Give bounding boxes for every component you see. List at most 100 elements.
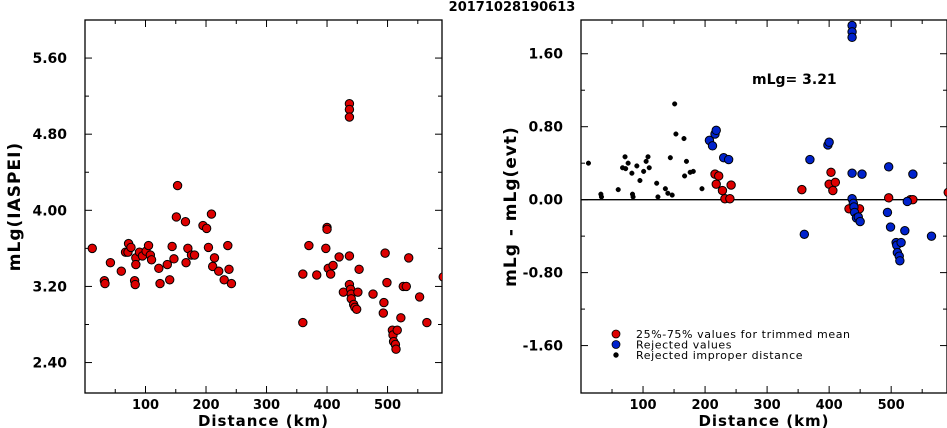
data-point: [167, 241, 177, 252]
data-point: [717, 185, 728, 196]
data-point: [201, 223, 212, 234]
data-point: [826, 167, 836, 178]
data-point: [105, 257, 116, 268]
data-point: [189, 250, 200, 260]
data-point: [298, 317, 308, 328]
data-point: [155, 278, 165, 289]
data-point: [172, 180, 183, 191]
data-point: [943, 187, 947, 197]
rejected-value-point: [902, 196, 912, 207]
legend-label: Rejected improper distance: [636, 349, 803, 362]
rejected-distance-point: [682, 173, 688, 179]
data-point: [171, 212, 182, 222]
data-point: [207, 261, 218, 272]
data-point: [304, 240, 314, 251]
data-point: [422, 317, 432, 328]
data-point: [404, 253, 414, 263]
data-point: [344, 251, 355, 261]
data-point: [396, 313, 406, 323]
rejected-distance-point: [646, 165, 652, 171]
rejected-distance-point: [585, 160, 591, 166]
rejected-distance-point: [598, 194, 605, 200]
x-tick-label: 100: [132, 398, 159, 413]
y-tick-label: -1.60: [523, 339, 564, 355]
data-point: [344, 112, 355, 122]
legend-label: Rejected values: [636, 339, 732, 352]
rejected-distance-point: [622, 154, 628, 160]
data-point: [219, 275, 229, 285]
rejected-distance-point: [630, 194, 636, 200]
rejected-distance-point: [654, 180, 660, 186]
rejected-distance-point: [673, 131, 679, 137]
x-tick-label: 500: [374, 398, 401, 413]
x-tick-label: 100: [629, 398, 656, 413]
data-point: [146, 255, 157, 265]
legend-marker: [613, 352, 619, 358]
rejected-value-point: [799, 229, 810, 240]
data-point: [883, 193, 894, 203]
rejected-value-point: [908, 169, 918, 179]
rejected-value-point: [824, 137, 834, 147]
data-point: [298, 269, 308, 279]
data-point: [206, 209, 217, 219]
data-point: [711, 179, 721, 189]
y-tick-label: 0.00: [528, 193, 563, 209]
rejected-distance-point: [634, 163, 640, 169]
rejected-distance-point: [641, 168, 647, 174]
x-tick-label: 200: [691, 398, 718, 413]
rejected-value-point: [847, 168, 857, 178]
data-point: [131, 259, 141, 270]
data-point: [378, 308, 389, 318]
rejected-value-point: [895, 256, 905, 266]
magnitude-annotation: mLg= 3.21: [752, 72, 837, 88]
y-tick-label: 5.60: [32, 51, 67, 67]
data-point: [379, 297, 389, 308]
x-tick-label: 300: [253, 398, 280, 413]
rejected-value-point: [805, 154, 815, 165]
data-point: [353, 287, 363, 297]
y-tick-label: 2.40: [32, 356, 67, 372]
x-tick-label: 300: [754, 398, 781, 413]
rejected-value-point: [885, 222, 896, 232]
data-point: [169, 254, 179, 264]
data-point: [209, 253, 220, 263]
y-axis-label: mLg(IASPEI): [5, 142, 25, 271]
data-point: [414, 292, 425, 302]
y-tick-label: 4.00: [32, 203, 67, 219]
data-point: [325, 269, 336, 279]
data-point: [130, 279, 140, 290]
y-tick-label: 1.60: [528, 47, 563, 63]
data-point: [351, 304, 362, 314]
data-point: [180, 217, 191, 227]
rejected-distance-point: [623, 166, 629, 172]
y-tick-label: 0.80: [528, 120, 563, 136]
data-point: [126, 242, 136, 253]
data-point: [354, 264, 364, 275]
rejected-value-point: [857, 169, 867, 179]
x-tick-label: 400: [816, 398, 843, 413]
rejected-distance-point: [669, 192, 675, 198]
data-point: [224, 264, 234, 275]
data-point: [380, 248, 390, 258]
rejected-distance-point: [662, 186, 668, 192]
rejected-distance-point: [683, 158, 690, 164]
rejected-distance-point: [672, 101, 678, 107]
data-point: [828, 185, 838, 196]
data-point: [725, 194, 735, 204]
plot-frame: [84, 19, 443, 394]
y-axis-label: mLg - mLg(evt): [501, 126, 521, 287]
data-point: [87, 243, 97, 254]
data-point: [162, 259, 172, 270]
data-point: [143, 240, 154, 251]
data-point: [714, 171, 724, 181]
rejected-value-point: [847, 32, 857, 43]
figure-title: 20171028190613: [449, 0, 576, 15]
legend-label: 25%-75% values for trimmed mean: [636, 328, 851, 341]
data-point: [726, 180, 736, 190]
rejected-value-point: [707, 141, 718, 151]
data-point: [392, 325, 402, 335]
rejected-distance-point: [643, 158, 649, 164]
data-point: [154, 263, 164, 274]
data-point: [334, 252, 344, 262]
